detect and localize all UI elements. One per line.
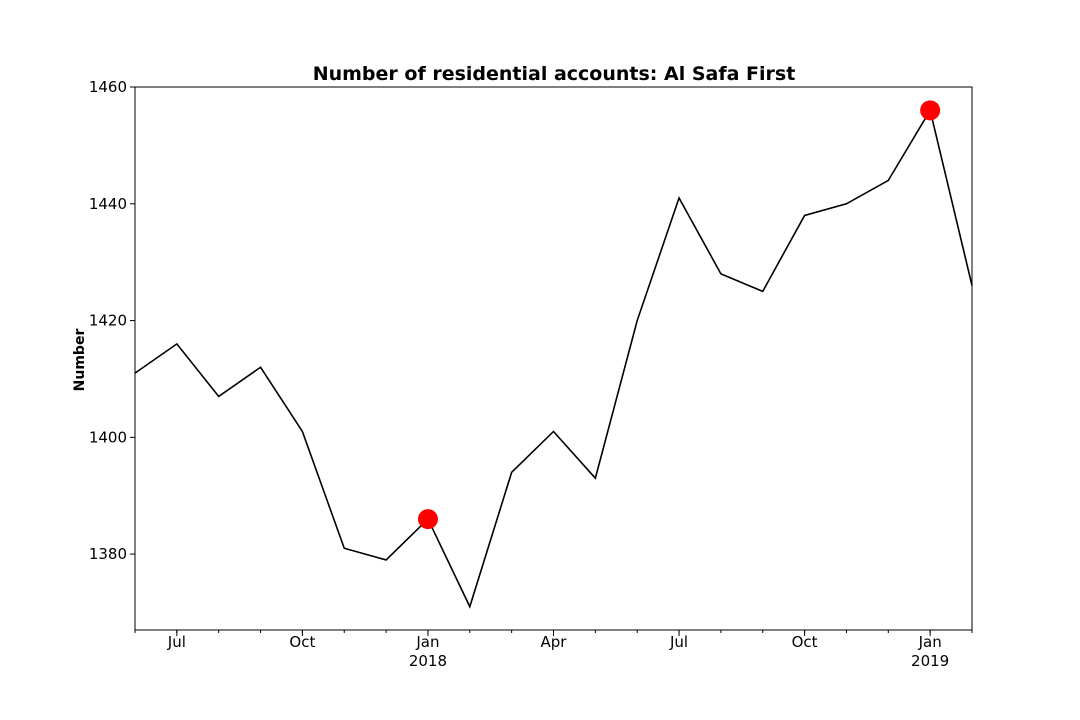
x-tick-label: Jul bbox=[669, 633, 688, 651]
x-tick-label: Oct bbox=[289, 633, 315, 651]
x-tick-label: Apr bbox=[541, 633, 568, 651]
y-tick-label: 1420 bbox=[89, 312, 127, 330]
y-tick-label: 1460 bbox=[89, 78, 127, 96]
x-tick-sublabel: 2019 bbox=[911, 652, 949, 670]
series-line bbox=[134, 108, 973, 609]
x-tick-label: Jan bbox=[415, 633, 439, 651]
x-tick-sublabel: 2018 bbox=[409, 652, 447, 670]
y-tick-label: 1400 bbox=[89, 428, 127, 446]
y-tick-label: 1440 bbox=[89, 195, 127, 213]
highlight-point bbox=[920, 100, 941, 121]
chart-title: Number of residential accounts: Al Safa … bbox=[313, 63, 796, 85]
highlight-point bbox=[417, 509, 438, 530]
axes-frame bbox=[134, 86, 973, 631]
x-tick-label: Jul bbox=[167, 633, 186, 651]
x-tick-label: Oct bbox=[792, 633, 818, 651]
y-tick-label: 1380 bbox=[89, 545, 127, 563]
y-axis-label: Number bbox=[72, 329, 88, 392]
x-tick-label: Jan bbox=[918, 633, 942, 651]
